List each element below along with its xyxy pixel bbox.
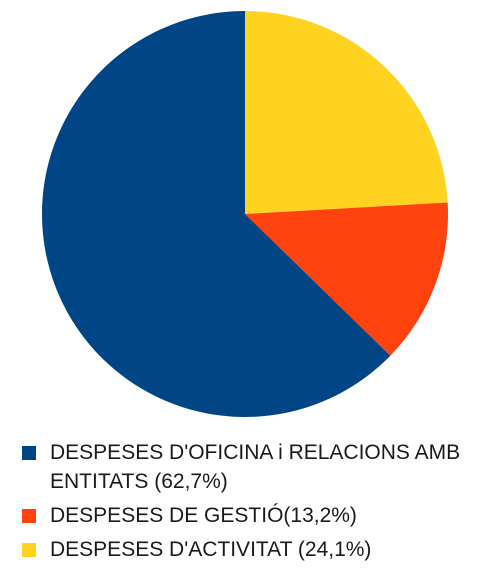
slice-gestio — [245, 202, 448, 356]
slice-oficina — [41, 11, 391, 417]
legend-swatch-oficina — [22, 446, 36, 460]
legend-item-activitat: DESPESES D'ACTIVITAT (24,1%) — [22, 535, 477, 564]
legend-swatch-activitat — [22, 543, 36, 557]
legend-label-activitat: DESPESES D'ACTIVITAT (24,1%) — [50, 538, 372, 561]
legend-swatch-gestio — [22, 509, 36, 523]
legend-label-oficina: DESPESES D'OFICINA i RELACIONS AMB ENTIT… — [50, 441, 461, 493]
legend-item-oficina: DESPESES D'OFICINA i RELACIONS AMB ENTIT… — [22, 438, 477, 496]
chart-legend: DESPESES D'OFICINA i RELACIONS AMB ENTIT… — [22, 438, 477, 569]
legend-item-gestio: DESPESES DE GESTIÓ(13,2%) — [22, 501, 477, 530]
pie-chart — [41, 11, 448, 417]
slice-activitat — [245, 11, 448, 214]
legend-label-gestio: DESPESES DE GESTIÓ(13,2%) — [50, 504, 357, 527]
